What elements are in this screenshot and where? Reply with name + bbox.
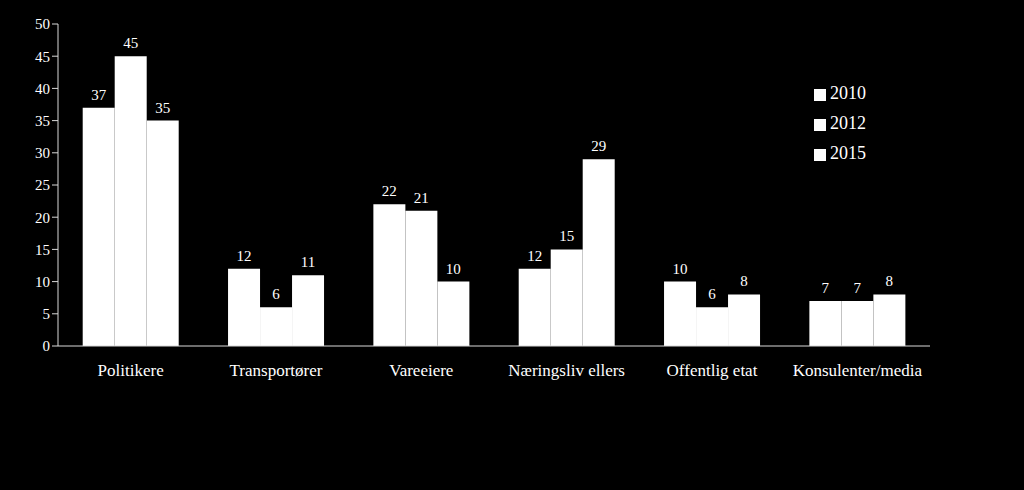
svg-text:12: 12 — [237, 248, 252, 264]
svg-text:10: 10 — [35, 274, 50, 290]
svg-text:Politikere: Politikere — [98, 361, 164, 380]
svg-text:7: 7 — [854, 280, 862, 296]
html-text:2015: 2015 — [830, 143, 866, 163]
svg-text:22: 22 — [382, 183, 397, 199]
svg-text:50: 50 — [35, 16, 50, 32]
svg-text:29: 29 — [591, 138, 606, 154]
svg-text:40: 40 — [35, 81, 50, 97]
svg-text:21: 21 — [414, 190, 429, 206]
svg-text:15: 15 — [35, 242, 50, 258]
svg-text:10: 10 — [446, 261, 461, 277]
svg-text:45: 45 — [123, 35, 138, 51]
svg-text:5: 5 — [43, 306, 51, 322]
svg-text:45: 45 — [35, 49, 50, 65]
svg-text:7: 7 — [822, 280, 830, 296]
svg-text:37: 37 — [91, 87, 107, 103]
svg-text:6: 6 — [272, 286, 280, 302]
svg-text:12: 12 — [527, 248, 542, 264]
svg-text:8: 8 — [886, 273, 894, 289]
svg-text:20: 20 — [35, 210, 50, 226]
svg-text:Næringsliv ellers: Næringsliv ellers — [508, 361, 625, 380]
svg-text:8: 8 — [740, 273, 748, 289]
svg-text:11: 11 — [301, 254, 315, 270]
svg-text:10: 10 — [673, 261, 688, 277]
svg-text:35: 35 — [35, 113, 50, 129]
svg-text:Konsulenter/media: Konsulenter/media — [793, 361, 923, 380]
svg-text:30: 30 — [35, 145, 50, 161]
svg-text:25: 25 — [35, 177, 50, 193]
svg-text:35: 35 — [155, 100, 170, 116]
svg-text:Transportører: Transportører — [230, 361, 323, 380]
html-text:2012: 2012 — [830, 113, 866, 133]
html-text:2010: 2010 — [830, 83, 866, 103]
svg-text:6: 6 — [708, 286, 716, 302]
svg-text:15: 15 — [559, 228, 574, 244]
svg-text:Vareeiere: Vareeiere — [389, 361, 453, 380]
svg-text:0: 0 — [43, 338, 51, 354]
svg-text:Offentlig etat: Offentlig etat — [667, 361, 758, 380]
